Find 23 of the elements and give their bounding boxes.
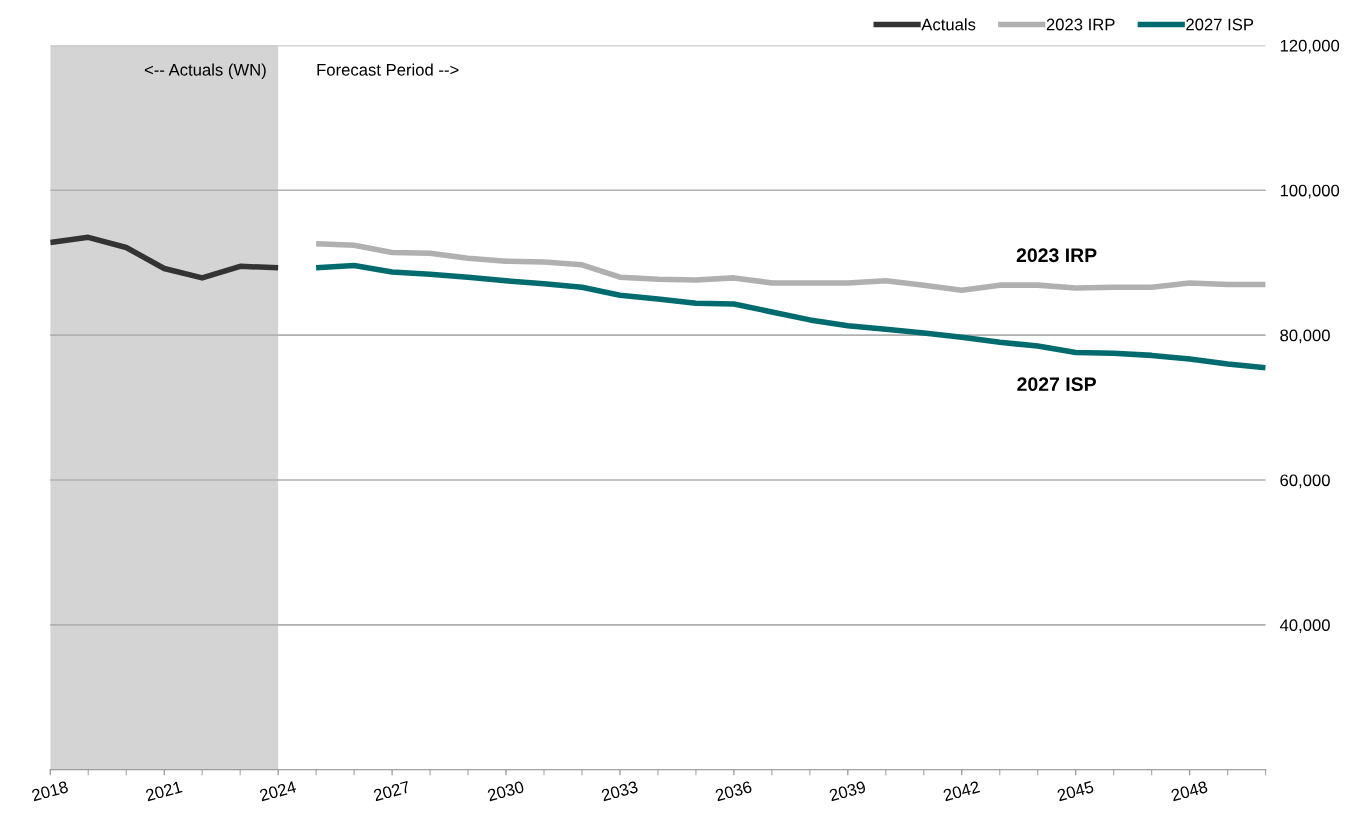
annotation: Forecast Period -->: [317, 63, 459, 76]
x-tick-label: 2021: [145, 780, 183, 802]
x-tick-label: 2018: [31, 780, 69, 802]
y-tick-label: 60,000: [1280, 474, 1330, 489]
x-tick-label: 2039: [828, 780, 867, 802]
x-tick-label: 2048: [1170, 780, 1209, 802]
y-tick-label: 80,000: [1280, 329, 1330, 344]
annotation: 2023 IRP: [1016, 248, 1097, 263]
x-tick-label: 2033: [600, 780, 639, 802]
x-tick-label: 2024: [259, 780, 297, 802]
y-tick-label: 40,000: [1279, 619, 1330, 634]
legend-label: Actuals: [921, 18, 976, 31]
y-tick-label: 100,000: [1280, 184, 1340, 199]
x-tick-label: 2042: [942, 780, 981, 802]
y-tick-label: 120,000: [1280, 39, 1340, 54]
x-tick-label: 2027: [373, 780, 411, 802]
x-tick-label: 2045: [1056, 780, 1095, 802]
band-label: <-- Actuals (WN): [144, 63, 266, 80]
annotation: 2027 ISP: [1017, 377, 1096, 392]
x-tick-label: 2030: [487, 780, 525, 802]
legend-label: 2027 ISP: [1186, 18, 1254, 31]
x-tick-label: 2036: [714, 780, 753, 802]
legend-label: 2023 IRP: [1046, 18, 1115, 31]
